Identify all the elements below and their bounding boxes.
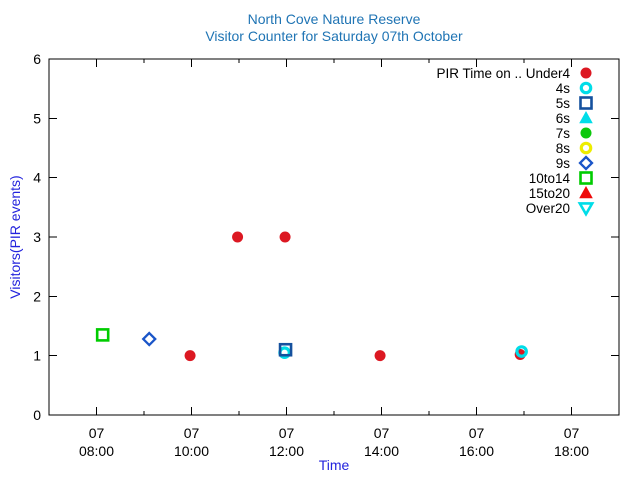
plot-border: [48, 58, 620, 416]
x-tick-label-time: 08:00: [79, 443, 114, 459]
x-tick-label-day: 07: [184, 425, 200, 441]
y-tick-label: 3: [33, 229, 41, 245]
data-point-series-2: [278, 342, 293, 357]
x-tick-label-day: 07: [469, 425, 485, 441]
chart-title: North Cove Nature Reserve Visitor Counte…: [14, 11, 640, 45]
legend-marker-triangle-up-filled: [579, 111, 593, 124]
x-tick-label-day: 07: [279, 425, 295, 441]
legend-label-Over20: Over20: [526, 201, 570, 216]
data-point-series-0: [279, 231, 291, 243]
legend-marker-square-open: [579, 96, 593, 110]
y-tick-label: 6: [33, 51, 41, 67]
y-tick-label: 0: [33, 407, 41, 423]
legend-marker-circle-filled: [580, 67, 592, 79]
legend-label-6s: 6s: [556, 111, 571, 126]
x-tick-label-time: 10:00: [174, 443, 209, 459]
legend-marker-triangle-up-filled: [579, 186, 593, 199]
legend-label-5s: 5s: [556, 96, 571, 111]
legend-label-8s: 8s: [556, 141, 571, 156]
legend-label-10to14: 10to14: [529, 171, 571, 186]
data-point-series-0: [232, 231, 244, 243]
x-tick-label-time: 14:00: [364, 443, 399, 459]
legend-marker-circle-filled: [580, 127, 592, 139]
y-tick-label: 4: [33, 170, 41, 186]
y-tick-label: 2: [33, 288, 41, 304]
y-tick-label: 5: [33, 110, 41, 126]
data-point-series-7: [95, 328, 110, 342]
chart-title-line2: Visitor Counter for Saturday 07th Octobe…: [205, 28, 463, 44]
x-tick-label-time: 18:00: [554, 443, 589, 459]
x-tick-label-time: 12:00: [269, 443, 304, 459]
y-tick-label: 1: [33, 348, 41, 364]
legend-marker-square-open: [579, 171, 593, 185]
legend-marker-diamond-open: [578, 155, 594, 171]
data-point-series-0: [184, 350, 196, 362]
x-axis-title: Time: [318, 457, 350, 473]
legend-marker-circle-open: [579, 81, 593, 95]
legend-label-9s: 9s: [556, 156, 571, 171]
x-tick-label-day: 07: [89, 425, 105, 441]
legend-label-15to20: 15to20: [529, 186, 570, 201]
legend-label-4s: 4s: [556, 81, 571, 96]
x-tick-label-day: 07: [374, 425, 390, 441]
legend-label-7s: 7s: [556, 126, 571, 141]
data-point-series-6: [141, 331, 157, 347]
legend-marker-circle-open: [579, 141, 593, 155]
data-point-series-1: [515, 345, 528, 358]
legend-label-under4: PIR Time on .. Under4: [436, 66, 570, 81]
chart-title-line1: North Cove Nature Reserve: [247, 11, 421, 27]
data-point-series-0: [374, 350, 386, 362]
x-tick-label-day: 07: [564, 425, 580, 441]
x-tick-label-time: 16:00: [459, 443, 494, 459]
legend-marker-triangle-down-open: [577, 202, 595, 217]
